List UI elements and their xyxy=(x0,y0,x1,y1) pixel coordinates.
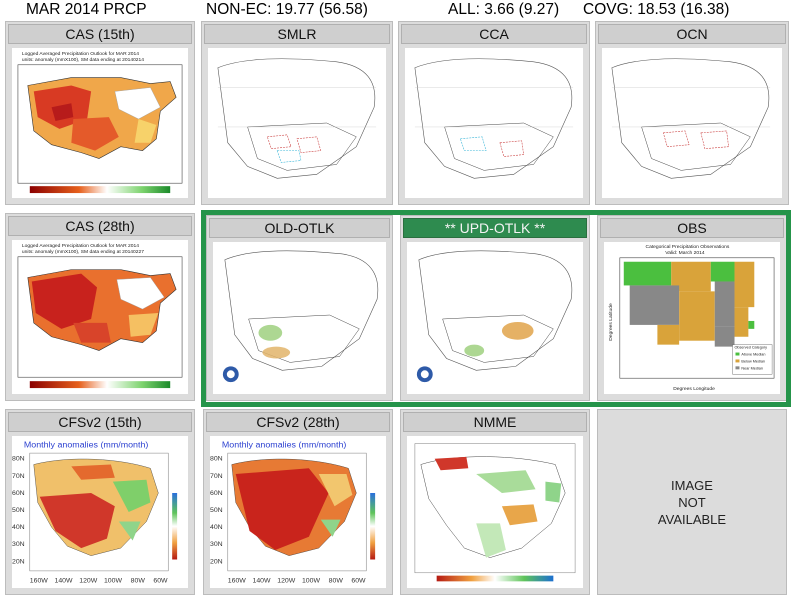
panel-image-not-available: IMAGE NOT AVAILABLE xyxy=(597,409,787,595)
lon-label: 100W xyxy=(302,577,321,584)
lat-label: 60N xyxy=(210,490,223,497)
cas-28th-map: Logged Averaged Precipitation Outlook fo… xyxy=(12,240,188,394)
panel-cas-15th[interactable]: CAS (15th) Logged Averaged Precipitation… xyxy=(5,21,195,205)
map-caption-line-1: Logged Averaged Precipitation Outlook fo… xyxy=(22,51,139,57)
lat-label: 80N xyxy=(210,456,223,463)
lon-label: 60W xyxy=(351,577,366,584)
lat-label: 60N xyxy=(12,490,25,497)
smlr-map xyxy=(208,48,386,198)
lat-label: 20N xyxy=(12,558,25,565)
lon-label: 80W xyxy=(131,577,146,584)
panel-upd-otlk[interactable]: ** UPD-OTLK ** xyxy=(400,215,590,401)
panel-title: NMME xyxy=(403,412,587,432)
lat-label: 50N xyxy=(12,507,25,514)
map-caption-line-1: Logged Averaged Precipitation Outlook fo… xyxy=(22,243,139,249)
lon-label: 100W xyxy=(104,577,123,584)
ocn-map xyxy=(602,48,782,198)
obs-legend-near: Near Median xyxy=(741,366,763,370)
panel-title: CFSv2 (15th) xyxy=(8,412,192,432)
lon-label: 140W xyxy=(253,577,272,584)
panel-title: CAS (28th) xyxy=(8,216,192,236)
panel-title-highlighted: ** UPD-OTLK ** xyxy=(403,218,587,238)
panel-title: OBS xyxy=(600,218,784,238)
panel-title: SMLR xyxy=(204,24,390,44)
obs-legend-above: Above Median xyxy=(741,353,765,357)
obs-caption-line-2: Valid: March 2014 xyxy=(665,250,705,256)
lat-label: 70N xyxy=(210,473,223,480)
panel-nmme[interactable]: NMME xyxy=(400,409,590,595)
cas-15th-map: Logged Averaged Precipitation Outlook fo… xyxy=(12,48,188,198)
header-all-score: ALL: 3.66 (9.27) xyxy=(448,1,560,18)
panel-cas-28th[interactable]: CAS (28th) Logged Averaged Precipitation… xyxy=(5,213,195,401)
panel-obs[interactable]: OBS Categorical Precipitation Observatio… xyxy=(597,215,787,401)
lat-label: 20N xyxy=(210,558,223,565)
panel-title: OLD-OTLK xyxy=(209,218,390,238)
lat-label: 40N xyxy=(210,524,223,531)
na-line-3: AVAILABLE xyxy=(657,511,727,527)
lon-label: 160W xyxy=(30,577,49,584)
old-otlk-map xyxy=(213,242,386,394)
header-non-ec-score: NON-EC: 19.77 (56.58) xyxy=(206,1,368,18)
lat-label: 30N xyxy=(12,541,25,548)
cfsv2-15th-map: Monthly anomalies (mm/month) 80N 70N 60N… xyxy=(12,436,188,588)
obs-legend-below: Below Median xyxy=(741,359,765,363)
cca-map xyxy=(405,48,583,198)
lon-label: 120W xyxy=(277,577,296,584)
lon-label: 120W xyxy=(79,577,98,584)
obs-caption-line-1: Categorical Precipitation Observations xyxy=(646,244,730,250)
panel-cca[interactable]: CCA xyxy=(398,21,590,205)
obs-y-axis-label: Degrees Latitude xyxy=(608,303,614,341)
panel-title: CAS (15th) xyxy=(8,24,192,44)
header-title: MAR 2014 PRCP xyxy=(26,1,147,18)
image-not-available-message: IMAGE NOT AVAILABLE xyxy=(598,410,786,594)
map-caption-line-2: units: anomaly (mmX100), SM data ending … xyxy=(22,57,144,63)
lat-label: 30N xyxy=(210,541,223,548)
panel-title: CFSv2 (28th) xyxy=(206,412,390,432)
obs-x-axis-label: Degrees Longitude xyxy=(673,386,715,392)
panel-smlr[interactable]: SMLR xyxy=(201,21,393,205)
na-line-2: NOT xyxy=(678,494,706,510)
upd-otlk-map xyxy=(407,242,583,394)
header-bar: MAR 2014 PRCP NON-EC: 19.77 (56.58) ALL:… xyxy=(0,0,794,20)
cfsv2-28th-map: Monthly anomalies (mm/month) 80N 70N 60N… xyxy=(210,436,386,588)
cfsv2-15th-subtitle: Monthly anomalies (mm/month) xyxy=(24,440,149,450)
lon-label: 80W xyxy=(329,577,344,584)
lat-label: 70N xyxy=(12,473,25,480)
obs-legend-title: Observed Category xyxy=(735,346,768,350)
panel-title: OCN xyxy=(598,24,786,44)
lat-label: 80N xyxy=(12,456,25,463)
cfsv2-28th-subtitle: Monthly anomalies (mm/month) xyxy=(222,440,347,450)
panel-cfsv2-15th[interactable]: CFSv2 (15th) Monthly anomalies (mm/month… xyxy=(5,409,195,595)
na-line-1: IMAGE xyxy=(671,477,713,493)
panel-cfsv2-28th[interactable]: CFSv2 (28th) Monthly anomalies (mm/month… xyxy=(203,409,393,595)
panel-title: CCA xyxy=(401,24,587,44)
lon-label: 140W xyxy=(55,577,74,584)
lon-label: 160W xyxy=(228,577,247,584)
lat-label: 40N xyxy=(12,524,25,531)
map-caption-line-2: units: anomaly (mmX100), SM data ending … xyxy=(22,249,144,255)
nmme-map xyxy=(407,436,583,588)
lon-label: 60W xyxy=(153,577,168,584)
header-coverage-score: COVG: 18.53 (16.38) xyxy=(583,1,730,18)
panel-old-otlk[interactable]: OLD-OTLK xyxy=(206,215,393,401)
panel-ocn[interactable]: OCN xyxy=(595,21,789,205)
lat-label: 50N xyxy=(210,507,223,514)
obs-map: Categorical Precipitation Observations V… xyxy=(604,242,780,394)
